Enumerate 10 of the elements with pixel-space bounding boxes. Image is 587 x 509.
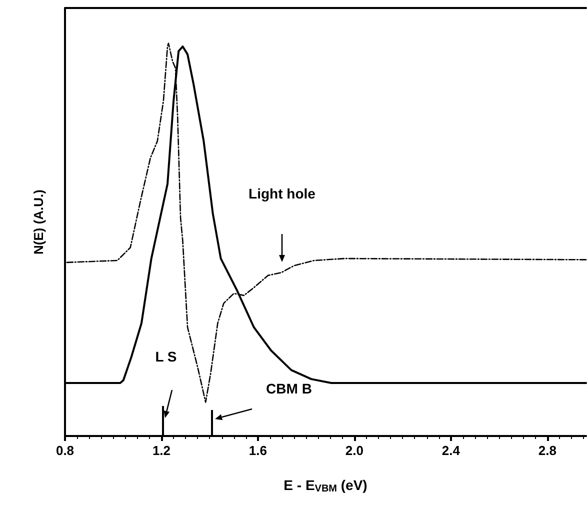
x-tick-label: 2.8 (538, 443, 556, 458)
x-tick-label: 0.8 (56, 443, 74, 458)
annotation: L S (155, 348, 177, 365)
y-axis-title: N(E) (A.U.) (31, 190, 46, 254)
x-tick-label: 1.6 (248, 443, 267, 458)
annotation: CBM B (266, 380, 312, 397)
x-tick-label: 2.4 (442, 443, 461, 458)
x-tick-label: 2.0 (345, 443, 364, 458)
x-tick-label: 1.2 (152, 443, 171, 458)
annotation: Light hole (248, 186, 316, 202)
